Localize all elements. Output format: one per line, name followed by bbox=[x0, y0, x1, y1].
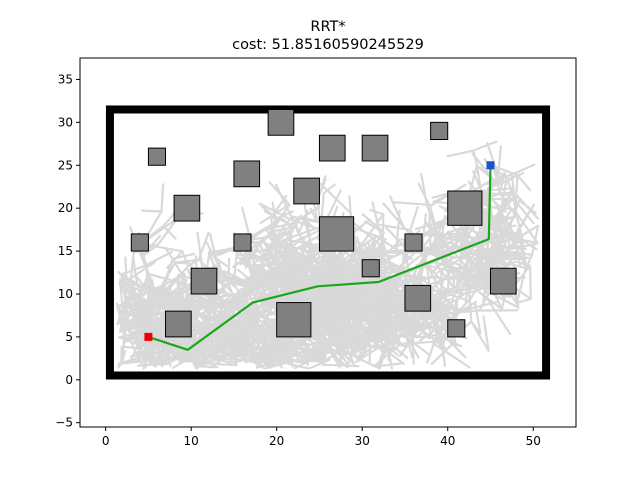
markers bbox=[144, 161, 495, 341]
obstacle bbox=[190, 267, 218, 295]
y-tick-label: 30 bbox=[58, 115, 73, 129]
obstacle bbox=[489, 267, 517, 295]
solution-path bbox=[148, 165, 492, 351]
start-marker bbox=[144, 332, 153, 341]
y-tick-label: −5 bbox=[55, 416, 73, 430]
obstacle bbox=[233, 160, 261, 188]
obstacle bbox=[276, 302, 312, 338]
obstacle bbox=[293, 177, 320, 205]
y-tick-label: 25 bbox=[58, 158, 73, 172]
x-tick-label: 30 bbox=[355, 434, 370, 448]
goal-marker bbox=[486, 161, 495, 170]
obstacle bbox=[447, 319, 466, 338]
obstacle bbox=[173, 194, 201, 222]
obstacle bbox=[318, 216, 355, 252]
obstacle bbox=[430, 121, 449, 141]
obstacle bbox=[233, 233, 252, 252]
obstacle bbox=[165, 310, 192, 338]
y-tick-label: 5 bbox=[65, 330, 73, 344]
chart-title: RRT* bbox=[310, 19, 345, 35]
y-tick-label: 20 bbox=[58, 201, 73, 215]
chart-subtitle: cost: 51.85160590245529 bbox=[232, 37, 424, 53]
y-tick-label: 35 bbox=[58, 72, 73, 86]
x-axis-ticks: 0 10 20 30 40 50 bbox=[102, 427, 541, 448]
obstacle bbox=[318, 134, 346, 162]
obstacle bbox=[147, 147, 167, 166]
obstacle bbox=[404, 233, 423, 252]
boundary-wall bbox=[105, 105, 551, 380]
x-tick-label: 50 bbox=[526, 434, 541, 448]
x-tick-label: 10 bbox=[184, 434, 199, 448]
y-tick-label: 10 bbox=[58, 287, 73, 301]
x-tick-label: 0 bbox=[102, 434, 110, 448]
axes-frame bbox=[79, 57, 577, 428]
obstacle bbox=[361, 259, 380, 278]
obstacles bbox=[130, 108, 517, 338]
obstacle bbox=[130, 233, 149, 252]
x-tick-label: 40 bbox=[440, 434, 455, 448]
obstacle bbox=[267, 108, 295, 136]
path-line bbox=[148, 165, 492, 351]
environment-boundary bbox=[105, 105, 551, 380]
obstacle bbox=[404, 284, 432, 312]
obstacle bbox=[361, 134, 389, 162]
y-tick-label: 0 bbox=[65, 373, 73, 387]
y-tick-label: 15 bbox=[58, 244, 73, 258]
x-tick-label: 20 bbox=[269, 434, 284, 448]
obstacle bbox=[447, 190, 483, 226]
y-axis-ticks: −5 0 5 10 15 20 25 30 35 bbox=[55, 72, 80, 430]
